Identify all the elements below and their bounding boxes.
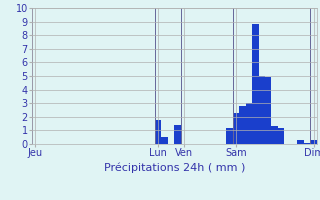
Bar bbox=[252, 24, 259, 144]
Bar bbox=[259, 76, 265, 144]
Bar bbox=[162, 137, 168, 144]
Bar bbox=[226, 128, 233, 144]
Bar bbox=[233, 113, 239, 144]
Bar bbox=[297, 140, 304, 144]
Bar bbox=[278, 128, 284, 144]
Bar bbox=[310, 140, 317, 144]
Bar bbox=[246, 103, 252, 144]
X-axis label: Précipitations 24h ( mm ): Précipitations 24h ( mm ) bbox=[104, 162, 245, 173]
Bar bbox=[304, 143, 310, 144]
Bar bbox=[239, 106, 246, 144]
Bar bbox=[155, 120, 162, 144]
Bar bbox=[174, 125, 181, 144]
Bar bbox=[271, 126, 278, 144]
Bar bbox=[265, 77, 271, 144]
